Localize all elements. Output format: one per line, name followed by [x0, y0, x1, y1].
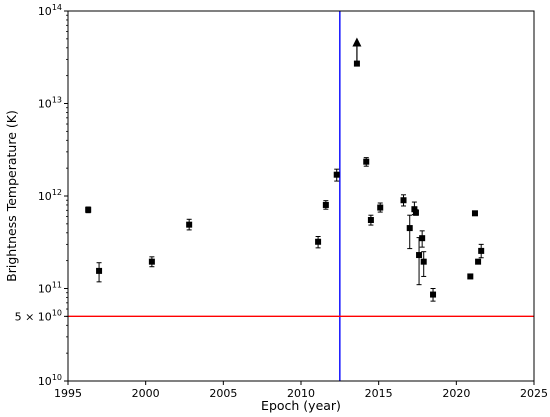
data-point	[420, 258, 427, 265]
y-tick-label: 1014	[38, 3, 62, 18]
reference-lines	[68, 11, 534, 381]
y-extra-tick-label: 5 × 1010	[15, 308, 62, 323]
y-tick-label: 1011	[38, 281, 62, 296]
data-point	[419, 235, 426, 242]
x-axis-ticks: 1995 2000 2005 2010 2015 2020 2025	[54, 381, 548, 400]
data-point	[400, 197, 407, 204]
x-tick-label: 2000	[132, 387, 160, 400]
data-point	[148, 258, 155, 265]
x-tick-label: 2015	[365, 387, 393, 400]
y-axis-label: Brightness Temperature (K)	[4, 110, 19, 282]
data-point	[377, 204, 384, 211]
lower-limit-arrow-head	[352, 37, 362, 47]
data-point	[353, 60, 360, 67]
x-tick-label: 2005	[209, 387, 237, 400]
y-tick-label: 1013	[38, 96, 62, 111]
data-point	[315, 238, 322, 245]
data-point	[467, 273, 474, 280]
data-point	[322, 201, 329, 208]
data-point	[416, 252, 423, 259]
x-tick-label: 1995	[54, 387, 82, 400]
data-point	[363, 158, 370, 165]
x-axis-label: Epoch (year)	[261, 398, 341, 413]
data-point	[406, 225, 413, 232]
data-point	[411, 206, 418, 213]
data-point	[475, 258, 482, 265]
data-point	[478, 247, 485, 254]
data-point	[333, 171, 340, 178]
x-tick-label: 2025	[520, 387, 548, 400]
data-point	[85, 206, 92, 213]
data-points	[85, 60, 485, 298]
y-tick-label: 1010	[38, 373, 62, 388]
x-tick-label: 2020	[442, 387, 470, 400]
data-point	[412, 209, 419, 216]
data-point	[471, 210, 478, 217]
data-point	[430, 291, 437, 298]
x-tick-label: 2010	[287, 387, 315, 400]
y-axis-ticks: 1010 1011 1012 1013 1014 5 × 1010	[15, 3, 68, 388]
data-point	[186, 221, 193, 228]
data-point	[367, 217, 374, 224]
data-point	[96, 267, 103, 274]
y-tick-label: 1012	[38, 188, 62, 203]
